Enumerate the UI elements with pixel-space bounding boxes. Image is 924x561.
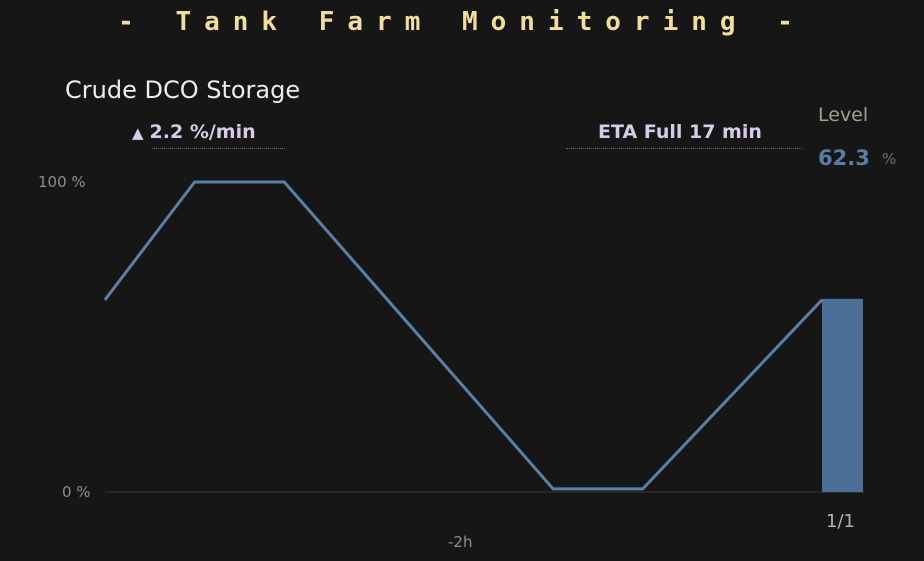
level-point-0 bbox=[105, 299, 106, 300]
level-point-5 bbox=[822, 299, 823, 300]
x-tick-minus-2h: -2h bbox=[448, 532, 472, 552]
level-point-2 bbox=[284, 182, 285, 183]
page-indicator[interactable]: 1/1 bbox=[826, 510, 855, 534]
level-point-3 bbox=[553, 488, 554, 489]
y-tick-100: 100 % bbox=[38, 172, 86, 192]
y-tick-0: 0 % bbox=[62, 482, 91, 502]
level-point-4 bbox=[642, 488, 643, 489]
level-line-series-0 bbox=[105, 182, 822, 489]
current-level-bar bbox=[822, 299, 863, 492]
level-point-1 bbox=[194, 182, 195, 183]
